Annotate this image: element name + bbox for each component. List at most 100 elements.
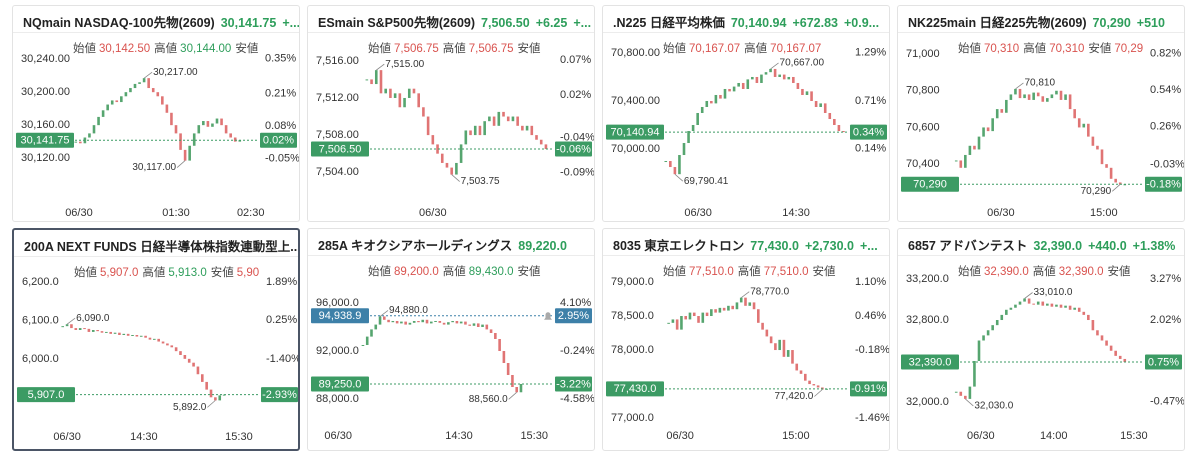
chart-card[interactable]: .N225 日経平均株価 70,140.94 +672.83 +0.9... 始値 70,… xyxy=(602,5,890,222)
alert-bell xyxy=(544,312,552,320)
last-price-label: 70,290 xyxy=(913,179,947,191)
info-label: 始値 xyxy=(663,43,686,55)
candle xyxy=(407,88,411,98)
instrument-name: 200A NEXT FUNDS 日経半導体株指数連動型上... xyxy=(24,240,298,254)
candle xyxy=(1050,303,1054,307)
candle xyxy=(400,321,403,324)
info-label: 高値 xyxy=(154,43,178,55)
candle xyxy=(502,351,506,364)
instrument-name: ESmain S&P500先物(2609) xyxy=(318,16,476,30)
chart-card[interactable]: 6857 アドバンテスト 32,390.0 +440.0 +1.38% 始値 32,390… xyxy=(897,228,1185,451)
candle xyxy=(464,321,467,325)
candle xyxy=(982,335,985,341)
last-price-box xyxy=(17,387,75,403)
candle xyxy=(92,125,96,134)
candle xyxy=(735,302,739,310)
candle xyxy=(684,316,688,320)
y2-tick-label: -0.47% xyxy=(1150,396,1184,408)
x-tick-label: 06/30 xyxy=(684,207,712,219)
candle xyxy=(968,145,972,155)
candle xyxy=(1000,109,1004,113)
last-price-label: 5,907.0 xyxy=(28,389,65,401)
candle xyxy=(74,141,78,143)
y2-tick-label: 2.02% xyxy=(1150,314,1181,326)
last-pct-box xyxy=(555,376,592,392)
chart-card[interactable]: 285A キオクシアホールディングス 89,220.0 始値 89,200.0 高値 89… xyxy=(307,228,595,451)
candle xyxy=(211,123,214,127)
card-header: NK225main 日経225先物(2609) 70,290 +510 xyxy=(898,6,1184,33)
chart-card[interactable]: ESmain S&P500先物(2609) 7,506.50 +6.25 +... 始値… xyxy=(307,5,595,222)
candle xyxy=(109,331,113,334)
info-value: 7,506.75 xyxy=(394,43,439,55)
candle xyxy=(1091,136,1095,146)
candle xyxy=(678,155,681,175)
candle xyxy=(1114,350,1117,356)
candle xyxy=(404,321,407,325)
candle xyxy=(692,312,696,317)
info-value: 30,144.00 xyxy=(180,43,232,55)
info-label: 安値 xyxy=(812,266,836,278)
y-tick-label: 7,516.00 xyxy=(316,55,359,67)
candle xyxy=(485,324,489,330)
y2-tick-label: -1.40% xyxy=(266,353,300,365)
chart: 96,000.0 92,000.0 88,000.0 4.10% -0.24% -4.58… xyxy=(311,297,594,442)
candle xyxy=(1105,164,1108,168)
candle xyxy=(436,144,439,154)
info-value: 70,167.07 xyxy=(770,43,822,55)
y2-tick-label: 0.14% xyxy=(855,142,886,154)
candle xyxy=(133,83,137,89)
candle xyxy=(669,161,672,168)
annotation-leader xyxy=(451,174,460,182)
candle xyxy=(991,118,994,132)
candle xyxy=(1077,118,1081,128)
candle xyxy=(748,302,752,306)
candle xyxy=(445,162,449,168)
candle xyxy=(79,141,82,144)
chart-card[interactable]: NK225main 日経225先物(2609) 70,290 +510 始値 70,31… xyxy=(897,5,1185,222)
candle xyxy=(1100,149,1104,165)
candle xyxy=(425,319,429,324)
candle xyxy=(1059,90,1063,100)
candle xyxy=(126,333,130,336)
candle xyxy=(205,381,208,390)
y-tick-label: 30,160.00 xyxy=(21,119,70,131)
chart-card[interactable]: 8035 東京エレクトロン 77,430.0 +2,730.0 +... 始値 77,51… xyxy=(602,228,890,451)
candle xyxy=(417,320,420,323)
candle xyxy=(786,350,790,357)
candle xyxy=(398,93,402,108)
chart: 70,800.00 70,400.00 70,000.00 1.29% 0.71% 0.1… xyxy=(606,47,887,219)
chart-card[interactable]: NQmain NASDAQ-100先物(2609) 30,141.75 +... 始値… xyxy=(12,5,300,222)
candle xyxy=(1055,90,1058,95)
chart-card[interactable]: 200A NEXT FUNDS 日経半導体株指数連動型上... 始値 5,907.0… xyxy=(12,228,300,451)
change: +440.0 xyxy=(1088,239,1127,253)
last-price-label: 7,506.50 xyxy=(319,143,362,155)
candle xyxy=(144,335,147,338)
last-price-box xyxy=(606,124,664,140)
candle xyxy=(200,374,204,382)
candle xyxy=(959,391,963,396)
candle xyxy=(1096,145,1099,150)
y2-tick-label: -0.24% xyxy=(560,345,594,357)
candle xyxy=(455,162,458,175)
annotation-leader xyxy=(740,291,750,298)
candle xyxy=(744,297,747,306)
candle xyxy=(722,307,726,311)
candle xyxy=(156,92,160,97)
candle xyxy=(464,130,468,145)
candle xyxy=(705,100,709,107)
info-value: 32,390.0 xyxy=(984,266,1029,278)
candle xyxy=(664,161,668,163)
candle xyxy=(808,380,811,385)
y2-tick-label: 0.54% xyxy=(1150,84,1181,96)
candle xyxy=(697,316,700,323)
candle xyxy=(723,88,727,99)
change: +2,730.0 xyxy=(804,239,854,253)
candle xyxy=(680,316,683,330)
candle xyxy=(115,100,119,103)
candle xyxy=(799,370,803,374)
y-tick-label: 77,000.0 xyxy=(611,412,654,424)
info-label: 安値 xyxy=(1107,266,1131,278)
x-tick-label: 06/30 xyxy=(666,430,694,442)
candle xyxy=(65,324,69,327)
y2-tick-label: -0.05% xyxy=(265,152,299,164)
